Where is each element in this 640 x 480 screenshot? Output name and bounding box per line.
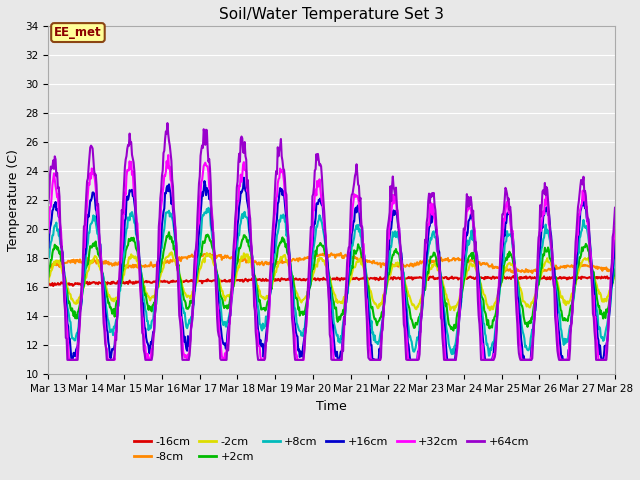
+32cm <box>45 229 52 235</box>
-16cm <box>45 282 52 288</box>
-8cm <box>529 270 536 276</box>
-2cm <box>202 254 209 260</box>
+16cm <box>611 238 619 243</box>
+64cm <box>114 306 122 312</box>
+16cm <box>419 297 427 303</box>
Y-axis label: Temperature (C): Temperature (C) <box>7 149 20 251</box>
+8cm <box>401 290 409 296</box>
-2cm <box>172 257 179 263</box>
+16cm <box>335 357 342 363</box>
-16cm <box>202 278 209 284</box>
Line: -8cm: -8cm <box>49 253 615 273</box>
+16cm <box>171 226 179 231</box>
+2cm <box>45 274 52 279</box>
+32cm <box>114 304 122 310</box>
-2cm <box>168 250 175 255</box>
-2cm <box>418 292 426 298</box>
-8cm <box>201 251 209 257</box>
Line: +16cm: +16cm <box>49 178 615 360</box>
-2cm <box>451 308 458 313</box>
+64cm <box>202 127 210 132</box>
X-axis label: Time: Time <box>316 400 347 413</box>
+64cm <box>45 200 52 206</box>
+8cm <box>171 232 179 238</box>
Line: +8cm: +8cm <box>49 208 615 356</box>
+16cm <box>45 244 52 250</box>
+32cm <box>611 224 619 230</box>
-8cm <box>337 250 344 256</box>
+32cm <box>403 328 410 334</box>
+8cm <box>201 210 209 216</box>
Line: +2cm: +2cm <box>49 232 615 331</box>
+2cm <box>450 328 458 334</box>
+32cm <box>419 292 427 298</box>
-8cm <box>418 259 426 265</box>
Line: +64cm: +64cm <box>49 123 615 360</box>
+16cm <box>403 308 410 314</box>
-16cm <box>509 273 517 279</box>
-8cm <box>171 258 179 264</box>
-16cm <box>56 282 63 288</box>
+32cm <box>202 162 210 168</box>
Line: -2cm: -2cm <box>49 252 615 311</box>
-16cm <box>172 279 179 285</box>
Line: +32cm: +32cm <box>49 155 615 360</box>
-2cm <box>611 270 619 276</box>
+2cm <box>165 229 173 235</box>
+8cm <box>113 317 121 323</box>
Title: Soil/Water Temperature Set 3: Soil/Water Temperature Set 3 <box>220 7 444 22</box>
Legend: -16cm, -8cm, -2cm, +2cm, +8cm, +16cm, +32cm, +64cm: -16cm, -8cm, -2cm, +2cm, +8cm, +16cm, +3… <box>130 432 533 467</box>
-16cm <box>401 276 409 282</box>
+2cm <box>611 266 619 272</box>
+32cm <box>164 152 172 158</box>
Line: -16cm: -16cm <box>49 276 615 286</box>
+32cm <box>172 239 180 244</box>
-2cm <box>55 260 63 266</box>
-16cm <box>611 275 619 281</box>
+64cm <box>63 357 71 363</box>
+64cm <box>55 184 63 190</box>
+8cm <box>205 205 212 211</box>
-16cm <box>114 278 122 284</box>
+64cm <box>611 205 619 211</box>
-16cm <box>49 283 57 289</box>
+16cm <box>240 175 248 180</box>
-8cm <box>401 264 409 270</box>
+32cm <box>66 357 74 363</box>
-2cm <box>113 297 121 302</box>
+16cm <box>55 214 63 220</box>
+2cm <box>113 298 121 304</box>
+8cm <box>485 353 493 359</box>
+8cm <box>55 233 63 239</box>
-16cm <box>418 275 426 281</box>
Text: EE_met: EE_met <box>54 26 102 39</box>
-8cm <box>45 264 52 269</box>
-8cm <box>113 262 121 268</box>
+64cm <box>403 357 410 362</box>
+64cm <box>164 120 172 126</box>
+2cm <box>401 285 409 291</box>
+16cm <box>113 315 121 321</box>
+8cm <box>611 255 619 261</box>
+2cm <box>418 299 426 304</box>
+8cm <box>418 308 426 314</box>
+2cm <box>202 237 209 242</box>
-2cm <box>45 279 52 285</box>
+16cm <box>201 178 209 184</box>
+8cm <box>45 256 52 262</box>
+2cm <box>55 248 63 254</box>
+32cm <box>55 209 63 215</box>
-2cm <box>401 281 409 287</box>
-8cm <box>611 270 619 276</box>
+64cm <box>419 286 427 291</box>
-8cm <box>55 262 63 267</box>
+64cm <box>172 240 180 245</box>
+2cm <box>172 252 179 257</box>
